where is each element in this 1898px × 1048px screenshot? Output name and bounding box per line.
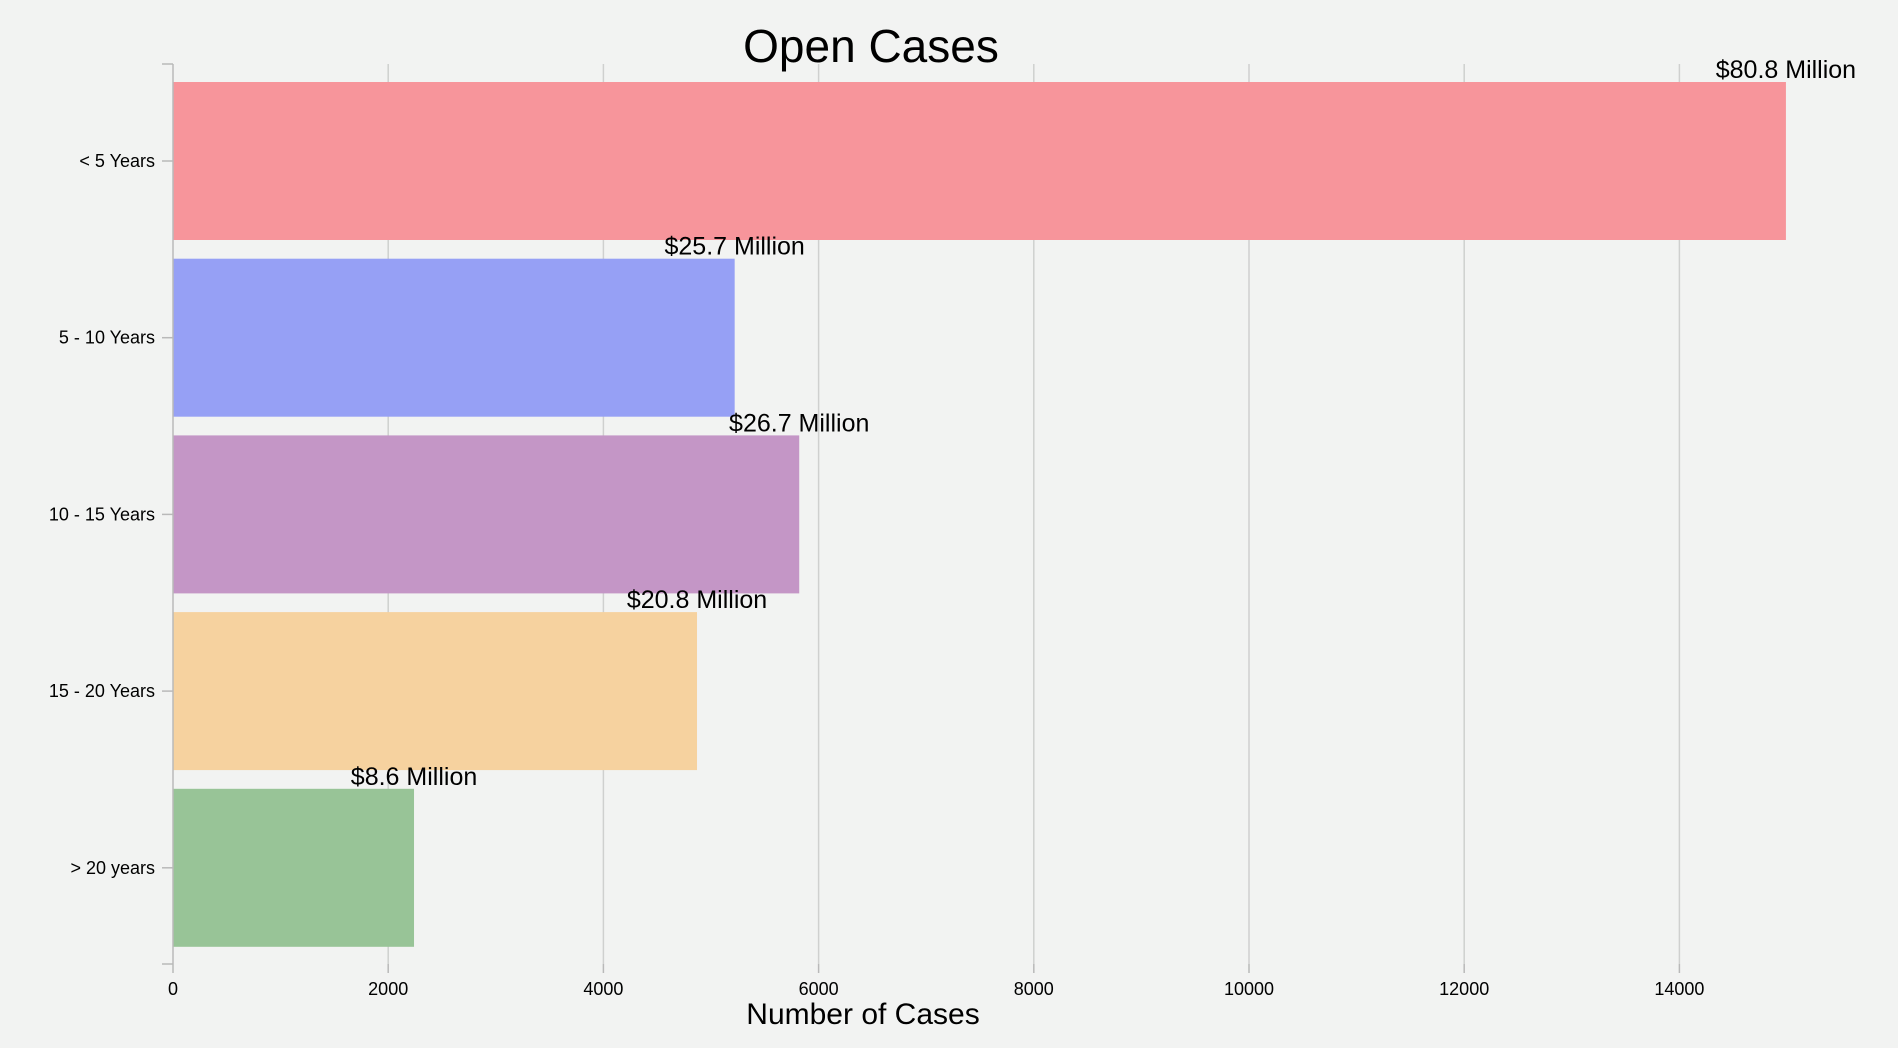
bar	[173, 82, 1786, 240]
bar-value-label: $8.6 Million	[351, 763, 477, 791]
bar-value-label: $20.8 Million	[627, 586, 767, 614]
x-tick-label: 0	[168, 979, 178, 999]
bar	[173, 612, 698, 771]
bar	[173, 435, 800, 594]
y-tick-label: 10 - 15 Years	[49, 504, 155, 524]
y-tick-label: < 5 Years	[79, 151, 155, 171]
bar	[173, 258, 735, 417]
x-tick-label: 12000	[1439, 979, 1489, 999]
x-tick-label: 10000	[1224, 979, 1274, 999]
chart-title: Open Cases	[743, 20, 999, 72]
x-axis-title: Number of Cases	[746, 998, 979, 1031]
x-tick-label: 6000	[799, 979, 839, 999]
x-tick-label: 14000	[1654, 979, 1704, 999]
bar-value-label: $26.7 Million	[729, 409, 869, 437]
y-tick-label: 5 - 10 Years	[59, 328, 155, 348]
axes: < 5 Years 5 - 10 Years 10 - 15 Years 15 - 2…	[49, 63, 1704, 999]
bar-value-label: $80.8 Million	[1716, 56, 1856, 84]
y-tick-label: > 20 years	[70, 858, 155, 878]
bars	[173, 82, 1786, 947]
x-tick-label: 8000	[1014, 979, 1054, 999]
y-tick-label: 15 - 20 Years	[49, 681, 155, 701]
bar-value-label: $25.7 Million	[664, 233, 804, 261]
x-tick-label: 4000	[583, 979, 623, 999]
data-labels: $80.8 Million $25.7 Million $26.7 Million $…	[351, 56, 1856, 791]
x-tick-label: 2000	[368, 979, 408, 999]
bar	[173, 788, 415, 947]
